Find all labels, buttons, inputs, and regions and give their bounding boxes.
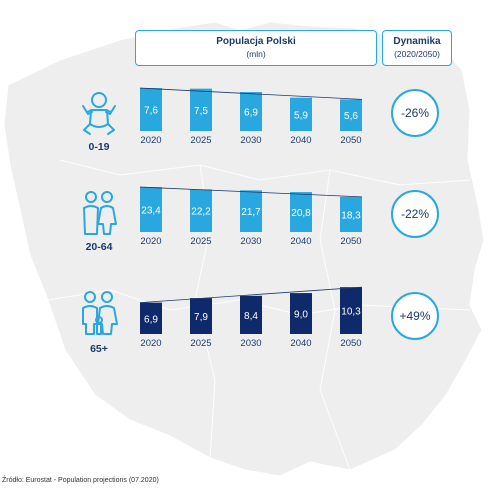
dynamics-0-19: -26% [391, 89, 439, 137]
population-header: Populacja Polski (mln) [135, 30, 377, 66]
bar-value-label-0-3: 5,9 [294, 110, 308, 121]
bar-value-label-1-2: 21,7 [241, 207, 261, 218]
bar-2-2 [240, 295, 262, 334]
bar-1-1 [190, 189, 212, 232]
age-group-0-19: 0-19 [88, 141, 110, 153]
trend-line-1 [139, 186, 363, 198]
year-label-2-4: 2050 [340, 338, 361, 349]
bar-value-label-2-3: 9,0 [294, 310, 308, 321]
dynamics-65plus: +49% [391, 292, 439, 340]
year-label-0-0: 2020 [140, 135, 161, 146]
adults-icon [83, 191, 117, 235]
bar-2-0 [140, 302, 162, 334]
bar-0-4 [340, 99, 362, 131]
year-label-1-2: 2030 [240, 236, 261, 247]
dynamics-20-64: -22% [391, 190, 439, 238]
age-group-20-64: 20-64 [85, 241, 113, 253]
year-label-2-2: 2030 [240, 338, 261, 349]
bar-0-0 [140, 88, 162, 131]
poland-map-shape [3, 21, 485, 477]
year-label-1-1: 2025 [190, 236, 211, 247]
year-label-2-1: 2025 [190, 338, 211, 349]
bar-2-3 [290, 293, 312, 334]
bar-2-1 [190, 298, 212, 334]
age-group-65plus: 65+ [90, 343, 108, 355]
bar-1-4 [340, 196, 362, 232]
elderly-icon [82, 291, 118, 335]
bar-0-2 [240, 92, 262, 131]
bar-value-label-2-4: 10,3 [341, 307, 361, 318]
bar-value-label-2-1: 7,9 [194, 312, 208, 323]
bar-value-label-1-3: 20,8 [291, 208, 311, 219]
year-label-0-3: 2040 [290, 135, 311, 146]
baby-icon [82, 92, 116, 135]
dynamics-period: (2020/2050) [394, 49, 440, 59]
bar-value-label-2-0: 6,9 [144, 314, 158, 325]
year-label-2-0: 2020 [140, 338, 161, 349]
bar-1-2 [240, 190, 262, 232]
bar-value-label-2-2: 8,4 [244, 311, 258, 322]
bar-2-4 [340, 287, 362, 334]
year-label-1-0: 2020 [140, 236, 161, 247]
bar-0-1 [190, 88, 212, 131]
population-title: Populacja Polski [216, 36, 296, 47]
dynamics-header: Dynamika (2020/2050) [382, 30, 452, 66]
trend-line-0 [139, 87, 363, 100]
dynamics-title: Dynamika [393, 36, 441, 47]
bar-value-label-0-0: 7,6 [144, 106, 158, 117]
bar-value-label-1-1: 22,2 [191, 207, 211, 218]
year-label-1-4: 2050 [340, 236, 361, 247]
year-label-0-4: 2050 [340, 135, 361, 146]
population-unit: (mln) [246, 49, 266, 59]
bar-value-label-1-4: 18,3 [341, 210, 361, 221]
year-label-0-1: 2025 [190, 135, 211, 146]
bar-value-label-0-4: 5,6 [344, 111, 358, 122]
year-label-1-3: 2040 [290, 236, 311, 247]
trend-line-2 [139, 286, 363, 304]
bar-0-3 [290, 97, 312, 131]
year-label-0-2: 2030 [240, 135, 261, 146]
bar-value-label-0-2: 6,9 [244, 108, 258, 119]
source-note: Źródło: Eurostat - Population projection… [2, 477, 159, 484]
bar-1-3 [290, 192, 312, 232]
bar-1-0 [140, 187, 162, 232]
bar-value-label-1-0: 23,4 [141, 206, 161, 217]
year-label-2-3: 2040 [290, 338, 311, 349]
bar-value-label-0-1: 7,5 [194, 106, 208, 117]
